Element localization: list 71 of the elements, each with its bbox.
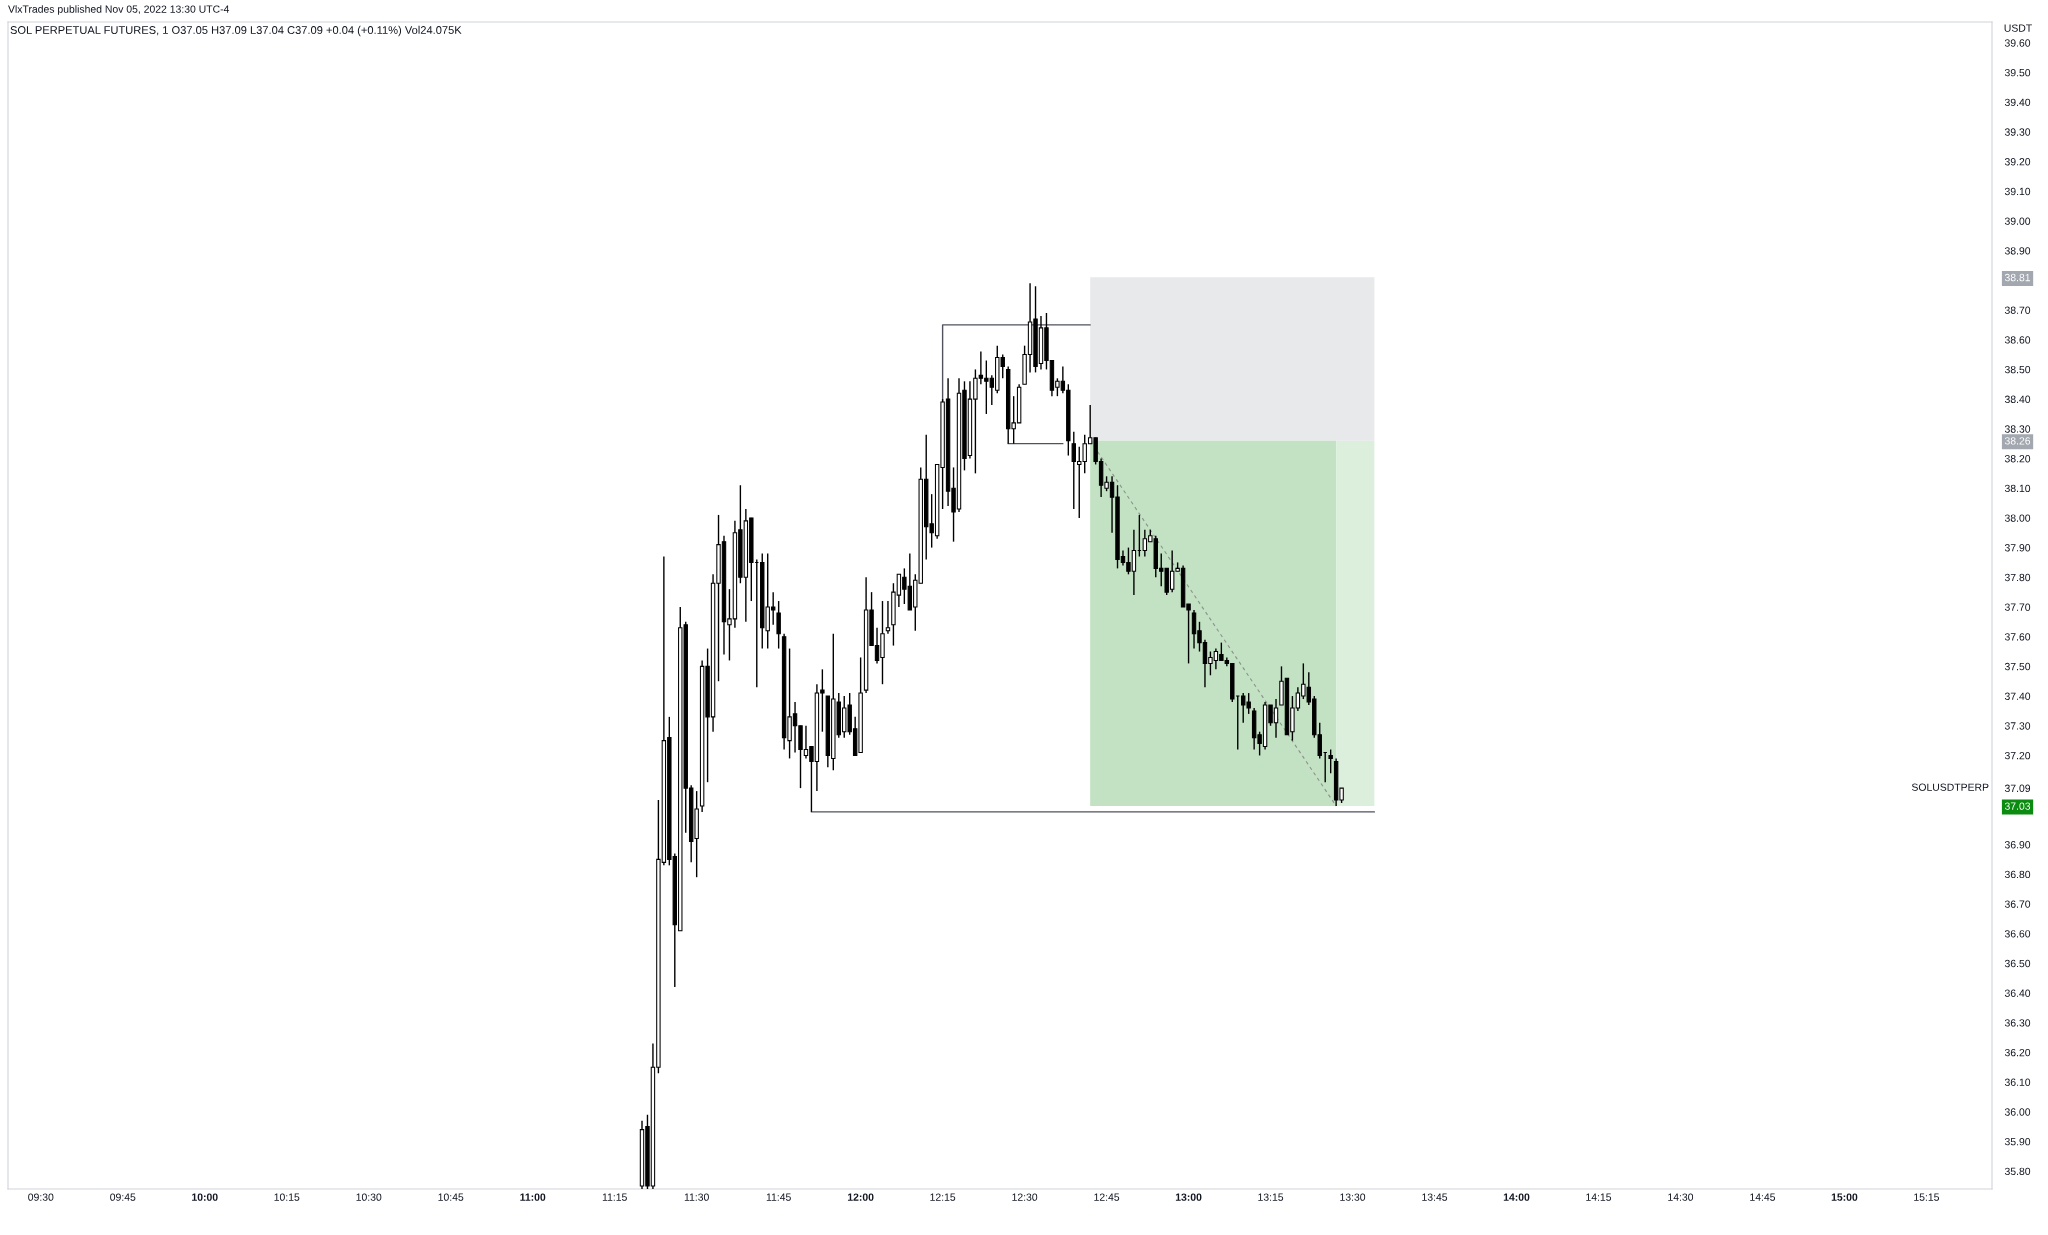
y-tick-label: 37.80 <box>2004 573 2031 582</box>
x-tick-label: 14:45 <box>1750 1193 1776 1201</box>
x-tick-label: 13:15 <box>1258 1193 1284 1201</box>
x-tick-label: 14:00 <box>1503 1193 1530 1201</box>
x-tick-label: 12:15 <box>930 1193 956 1201</box>
x-tick-label: 11:45 <box>766 1193 791 1201</box>
y-tick-label: 38.81 <box>2004 273 2031 282</box>
x-tick-label: 15:15 <box>1914 1193 1940 1201</box>
x-tick-label: 10:30 <box>356 1193 382 1201</box>
y-tick-label: 38.60 <box>2004 336 2031 344</box>
y-tick-label: 37.09 <box>2004 784 2031 792</box>
y-tick-label: 38.00 <box>2004 514 2031 522</box>
y-tick-label: 39.50 <box>2004 68 2031 77</box>
y-tick-label: 38.40 <box>2004 395 2031 403</box>
y-tick-label: 37.60 <box>2004 633 2031 641</box>
text: VlxTrades published Nov 05, 2022 13:30 UTC-4 <box>8 5 230 15</box>
y-tick-label: 36.20 <box>2004 1048 2031 1057</box>
y-tick-label: 36.50 <box>2004 959 2031 968</box>
y-tick-label: 36.60 <box>2004 930 2031 938</box>
y-tick-label: 38.20 <box>2004 455 2031 463</box>
y-tick-label: 39.20 <box>2004 158 2031 166</box>
x-tick-label: 11:00 <box>520 1193 546 1201</box>
y-tick-label: 39.40 <box>2004 98 2031 107</box>
x-tick-label: 15:00 <box>1831 1193 1858 1201</box>
x-tick-label: 09:45 <box>110 1193 136 1201</box>
y-tick-label: 36.70 <box>2004 900 2031 908</box>
y-tick-label: 37.03 <box>2004 802 2031 810</box>
x-tick-label: 12:00 <box>847 1193 874 1201</box>
y-tick-label: 39.10 <box>2004 187 2031 196</box>
x-tick-label: 13:00 <box>1175 1193 1202 1201</box>
x-tick-label: 10:15 <box>274 1193 300 1201</box>
y-tick-label: 36.80 <box>2004 870 2031 879</box>
x-tick-label: 09:30 <box>28 1193 54 1201</box>
y-tick-label: 38.10 <box>2004 484 2031 493</box>
annotation: SOLUSDTPERP <box>1911 783 1989 791</box>
x-tick-label: 12:45 <box>1094 1193 1120 1201</box>
x-tick-label: 11:15 <box>602 1193 627 1201</box>
y-tick-label: 39.30 <box>2004 128 2031 136</box>
y-tick-label: 37.30 <box>2004 722 2031 730</box>
y-tick-label: 35.90 <box>2004 1137 2031 1146</box>
x-tick-label: 10:00 <box>192 1193 218 1201</box>
y-tick-label: 38.30 <box>2004 425 2031 433</box>
y-tick-label: 35.80 <box>2004 1167 2031 1176</box>
y-tick-label: 38.50 <box>2004 365 2031 374</box>
y-tick-label: 37.70 <box>2004 603 2031 611</box>
candlestick <box>1328 748 1333 774</box>
y-axis-title: USDT <box>2004 24 2032 32</box>
y-tick-label: 36.90 <box>2004 841 2031 849</box>
y-tick-label: 36.40 <box>2004 989 2031 997</box>
x-tick-label: 13:45 <box>1422 1193 1448 1201</box>
x-tick-label: 11:30 <box>684 1193 709 1201</box>
y-tick-label: 36.00 <box>2004 1108 2031 1116</box>
y-tick-label: 38.26 <box>2004 437 2031 445</box>
y-tick-label: 37.50 <box>2004 662 2031 671</box>
y-tick-label: 37.40 <box>2004 692 2031 700</box>
x-tick-label: 13:30 <box>1340 1193 1366 1201</box>
y-tick-label: 39.00 <box>2004 217 2031 225</box>
y-tick-label: 38.90 <box>2004 247 2031 255</box>
x-tick-label: 12:30 <box>1012 1193 1038 1201</box>
y-tick-label: 37.20 <box>2004 751 2031 760</box>
y-tick-label: 36.30 <box>2004 1019 2031 1027</box>
y-tick-label: 38.70 <box>2004 306 2031 314</box>
y-tick-label: 39.60 <box>2004 39 2031 47</box>
chart-title: SOL PERPETUAL FUTURES, 1 O37.05 H37.09 L37.04 C37.09 +0.04 (+0.11%) Vol24.075K <box>10 25 462 37</box>
candlestick <box>885 600 891 635</box>
x-tick-label: 10:45 <box>438 1193 464 1201</box>
y-tick-label: 37.90 <box>2004 544 2031 552</box>
y-tick-label: 36.10 <box>2004 1078 2031 1086</box>
candlestick <box>776 600 781 650</box>
x-tick-label: 14:30 <box>1668 1193 1694 1201</box>
x-tick-label: 14:15 <box>1586 1193 1612 1201</box>
